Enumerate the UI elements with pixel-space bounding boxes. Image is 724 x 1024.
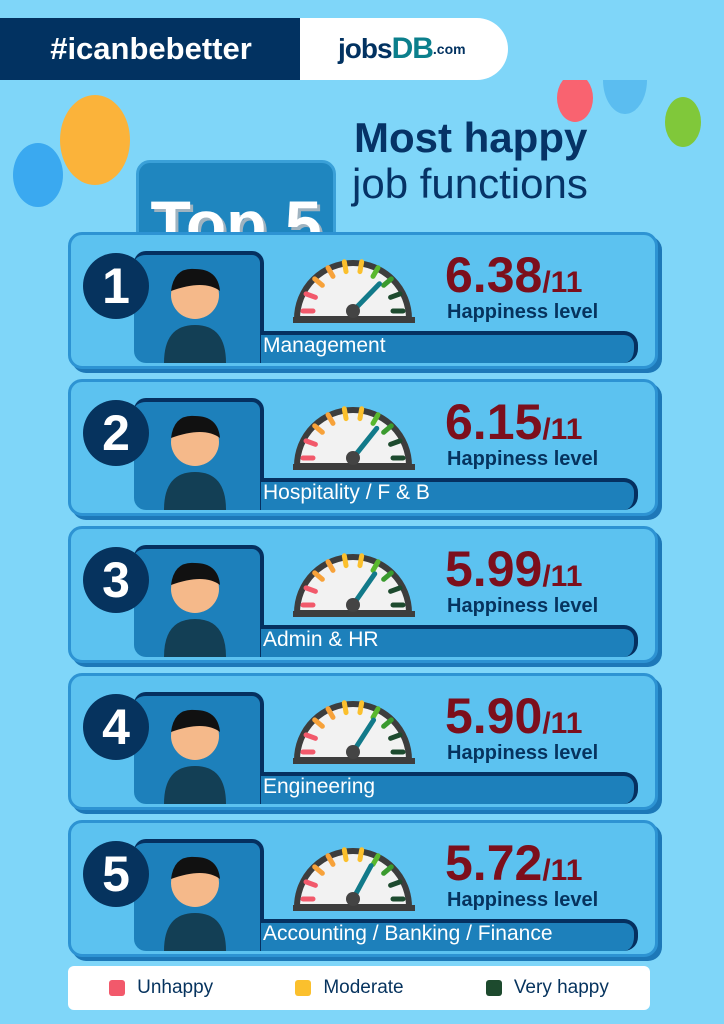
portrait-panel [134, 545, 264, 657]
job-function-label: Accounting / Banking / Finance [263, 922, 553, 945]
happiness-caption: Happiness level [447, 742, 599, 764]
legend: Unhappy Moderate Very happy [68, 966, 650, 1010]
portrait-panel [134, 692, 264, 804]
rank-badge: 1 [83, 253, 149, 319]
happiness-caption: Happiness level [447, 301, 599, 323]
legend-very-happy: Very happy [485, 977, 609, 999]
rank-badge: 4 [83, 694, 149, 760]
label-bar [261, 772, 638, 804]
gauge-icon [293, 259, 415, 323]
happiness-score: 5.72/11 [445, 835, 583, 891]
rank-badge: 3 [83, 547, 149, 613]
label-bar [261, 625, 638, 657]
happiness-caption: Happiness level [447, 595, 599, 617]
rank-badge: 5 [83, 841, 149, 907]
happiness-caption: Happiness level [447, 448, 599, 470]
job-card: 2 Hospitality / F & B 6.15/11 Happiness … [68, 379, 658, 516]
job-function-label: Hospitality / F & B [263, 481, 430, 504]
job-card: 1 Management 6.38/11 Happiness level [68, 232, 658, 369]
happiness-score: 5.90/11 [445, 688, 583, 744]
gauge-icon [293, 406, 415, 470]
balloons-decoration [13, 80, 701, 207]
happiness-score: 6.38/11 [445, 247, 583, 303]
portrait-panel [134, 398, 264, 510]
happiness-caption: Happiness level [447, 889, 599, 911]
legend-moderate: Moderate [295, 977, 404, 999]
swatch [485, 980, 502, 996]
happiness-score: 5.99/11 [445, 541, 583, 597]
gauge-icon [293, 700, 415, 764]
rank-badge: 2 [83, 400, 149, 466]
person-illustration [164, 562, 226, 657]
label-bar [261, 919, 638, 951]
job-function-label: Admin & HR [263, 628, 379, 651]
hashtag-text: #icanbebetter [50, 31, 252, 66]
happiness-score: 6.15/11 [445, 394, 583, 450]
swatch [109, 980, 126, 996]
job-card: 5 Accounting / Banking / Finance 5.72/11… [68, 820, 658, 957]
job-card: 4 Engineering 5.90/11 Happiness level [68, 673, 658, 810]
legend-unhappy: Unhappy [109, 977, 213, 999]
job-card: 3 Admin & HR 5.99/11 Happiness level [68, 526, 658, 663]
job-function-label: Management [263, 334, 386, 357]
person-illustration [164, 709, 226, 804]
person-illustration [164, 856, 226, 951]
gauge-icon [293, 847, 415, 911]
title-line2: job functions [352, 160, 588, 207]
label-bar [261, 331, 638, 363]
hashtag-banner: #icanbebetter [0, 18, 302, 80]
gauge-icon [293, 553, 415, 617]
person-illustration [164, 268, 226, 363]
label-bar [261, 478, 638, 510]
job-function-label: Engineering [263, 775, 376, 798]
swatch [295, 980, 312, 996]
title-line1: Most happy [354, 114, 588, 161]
jobsdb-logo: jobs DB .com [300, 18, 508, 80]
portrait-panel [134, 839, 264, 951]
portrait-panel [134, 251, 264, 363]
person-illustration [164, 415, 226, 510]
